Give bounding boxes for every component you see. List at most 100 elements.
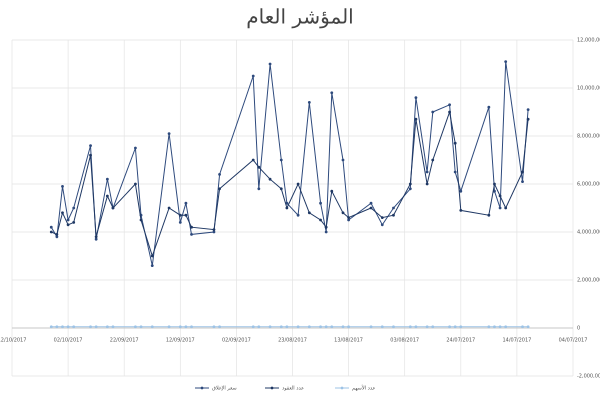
point xyxy=(178,213,182,217)
point xyxy=(324,225,328,229)
point xyxy=(167,132,171,136)
point xyxy=(392,206,395,210)
point xyxy=(526,108,530,111)
x-tick-label: 12/10/2017 xyxy=(0,338,26,344)
point xyxy=(369,206,373,210)
point xyxy=(167,325,171,329)
point xyxy=(66,325,70,329)
point xyxy=(55,325,59,329)
point xyxy=(49,325,53,329)
point xyxy=(459,209,463,212)
point xyxy=(89,153,92,157)
point xyxy=(431,110,435,114)
point xyxy=(279,158,283,162)
point xyxy=(498,325,502,329)
point xyxy=(493,182,496,186)
point xyxy=(66,218,70,222)
y-tick-label: 12,000,000 xyxy=(577,38,600,44)
legend-label: عدد العقود xyxy=(282,386,304,392)
point xyxy=(330,189,334,193)
point xyxy=(307,101,311,104)
point xyxy=(296,325,300,329)
point xyxy=(369,325,373,329)
point xyxy=(526,325,530,329)
point xyxy=(251,74,255,78)
point xyxy=(105,177,109,181)
point xyxy=(307,211,311,215)
point xyxy=(521,170,524,174)
point xyxy=(134,325,137,329)
x-tick-label: 02/10/2017 xyxy=(54,338,83,344)
series-line xyxy=(51,110,529,258)
point xyxy=(526,117,530,121)
point xyxy=(487,105,491,109)
point xyxy=(347,218,350,222)
point xyxy=(49,230,53,234)
x-tick-label: 13/08/2017 xyxy=(334,338,363,344)
point xyxy=(94,325,98,329)
point xyxy=(190,233,193,236)
point xyxy=(257,325,261,329)
point xyxy=(279,325,283,329)
point xyxy=(459,325,463,329)
point xyxy=(218,187,221,191)
point xyxy=(341,325,345,329)
point xyxy=(285,206,289,210)
point xyxy=(61,211,64,215)
point xyxy=(134,146,137,150)
point xyxy=(453,170,457,174)
point xyxy=(296,182,300,186)
point xyxy=(448,110,451,114)
point xyxy=(498,194,502,198)
x-tick-label: 02/09/2017 xyxy=(222,338,251,344)
point xyxy=(268,177,272,181)
point xyxy=(111,325,115,329)
point xyxy=(212,228,216,232)
point xyxy=(257,187,261,191)
y-tick-label: -2,000,000 xyxy=(577,374,600,380)
point xyxy=(347,216,350,220)
legend-label: سعر الإغلاق xyxy=(212,386,237,392)
point xyxy=(139,325,143,329)
point xyxy=(150,325,154,329)
point xyxy=(218,173,221,176)
point xyxy=(72,206,76,210)
point xyxy=(408,325,412,329)
point xyxy=(150,264,154,267)
point xyxy=(453,141,457,145)
point xyxy=(139,218,143,222)
point xyxy=(324,325,328,329)
point xyxy=(414,96,418,99)
point xyxy=(184,213,188,217)
point xyxy=(319,201,322,205)
point xyxy=(268,62,272,66)
point xyxy=(341,211,345,215)
point xyxy=(319,325,322,329)
point xyxy=(425,182,429,186)
point xyxy=(448,103,451,107)
point xyxy=(251,325,255,329)
point xyxy=(459,189,463,193)
x-tick-label: 03/08/2017 xyxy=(390,338,419,344)
point xyxy=(94,235,98,239)
point xyxy=(487,325,491,329)
point xyxy=(61,185,64,188)
point xyxy=(55,233,59,236)
point xyxy=(190,325,193,329)
point xyxy=(448,325,451,329)
point xyxy=(150,254,154,258)
chart-title: المؤشر العام xyxy=(246,5,353,29)
point xyxy=(521,325,524,329)
point xyxy=(504,325,508,329)
point xyxy=(347,325,350,329)
point xyxy=(369,201,373,205)
legend-marker xyxy=(200,386,204,390)
x-tick-label: 04/07/2017 xyxy=(559,338,588,344)
point xyxy=(380,216,384,220)
point xyxy=(425,170,429,174)
x-tick-label: 24/07/2017 xyxy=(446,338,475,344)
point xyxy=(307,325,311,329)
y-tick-label: 2,000,000 xyxy=(577,278,600,284)
point xyxy=(296,213,300,217)
